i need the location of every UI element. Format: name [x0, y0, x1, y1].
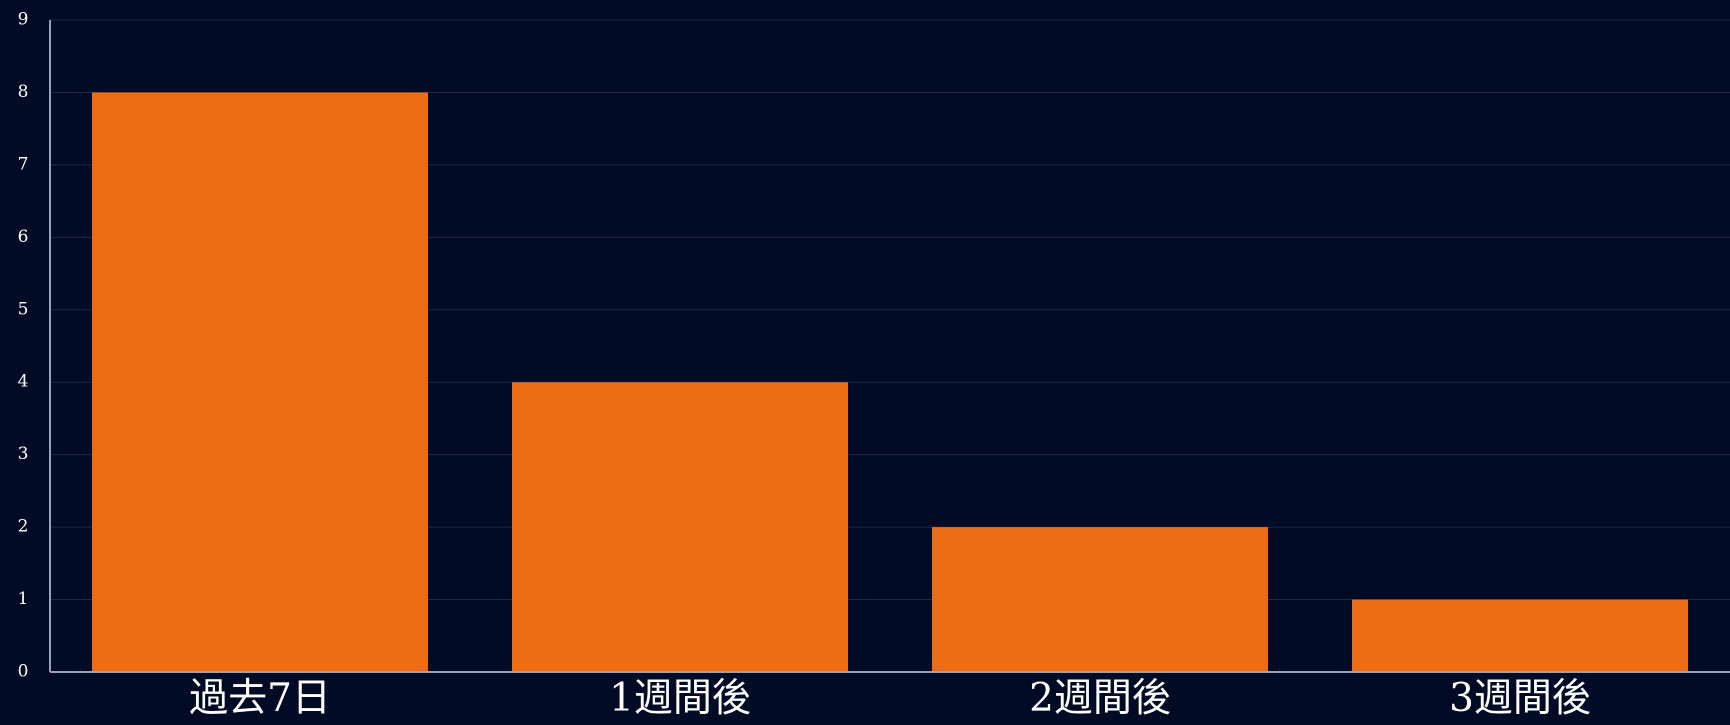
y-tick-label-3: 3 [18, 444, 29, 464]
bar-2 [512, 382, 848, 672]
y-tick-label-2: 2 [18, 517, 29, 537]
bar-3 [932, 527, 1268, 672]
y-axis-tick-labels: 0 1 2 3 4 5 6 7 8 9 [18, 10, 29, 682]
x-category-label-2: 1週間後 [609, 676, 751, 721]
y-tick-label-9: 9 [18, 10, 29, 30]
x-category-label-4: 3週間後 [1449, 676, 1591, 721]
y-tick-label-4: 4 [18, 372, 29, 392]
y-tick-label-8: 8 [18, 82, 29, 102]
y-tick-label-0: 0 [18, 662, 29, 682]
y-tick-label-1: 1 [18, 589, 29, 609]
y-tick-label-5: 5 [18, 299, 29, 319]
y-tick-label-7: 7 [18, 154, 29, 174]
bar-1 [92, 92, 428, 672]
bar-series [92, 92, 1688, 672]
axes [49, 20, 1730, 673]
x-category-label-3: 2週間後 [1029, 676, 1171, 721]
bar-4 [1352, 599, 1688, 672]
x-category-label-1: 過去7日 [189, 676, 331, 721]
x-axis-category-labels: 過去7日 1週間後 2週間後 3週間後 [189, 676, 1591, 721]
y-tick-label-6: 6 [18, 227, 29, 247]
